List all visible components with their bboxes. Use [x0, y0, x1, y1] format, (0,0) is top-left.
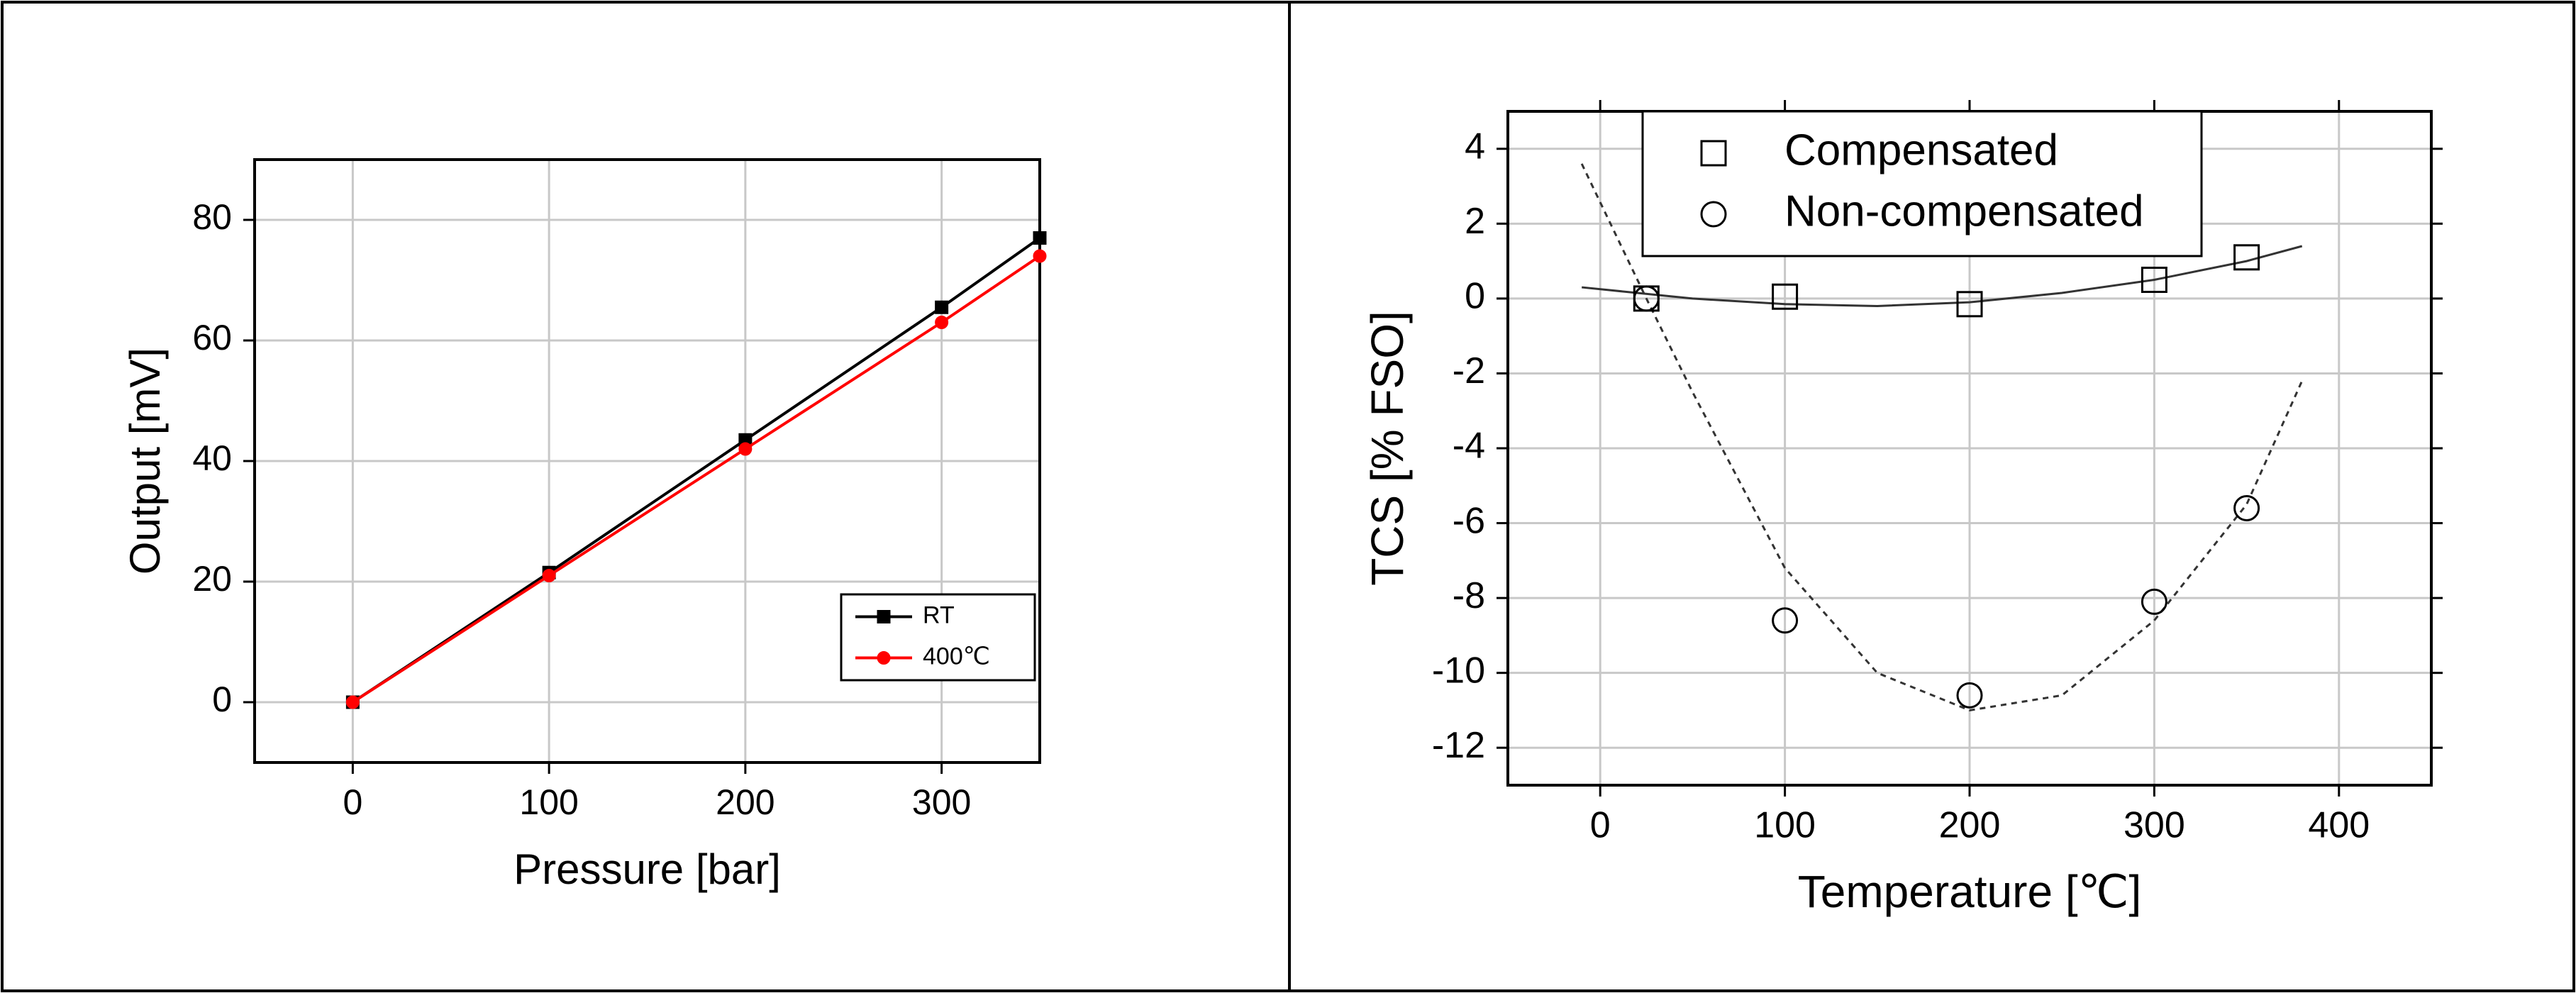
y-tick-label: -4	[1453, 426, 1485, 467]
legend-label: 400℃	[923, 643, 990, 670]
legend-label: Non-compensated	[1784, 187, 2144, 235]
y-tick-label: -8	[1453, 575, 1485, 616]
marker	[935, 300, 949, 314]
x-axis-label: Pressure [bar]	[513, 845, 781, 893]
x-tick-label: 200	[1939, 805, 2001, 846]
marker	[2233, 244, 2260, 271]
marker	[1033, 231, 1047, 245]
marker	[1956, 291, 1983, 318]
legend-box	[1641, 110, 2203, 257]
marker	[1772, 283, 1799, 310]
y-axis-label: TCS [% FSO]	[1362, 311, 1413, 586]
fit-curve	[1582, 245, 2303, 307]
x-tick-label: 300	[2123, 805, 2185, 846]
y-tick-label: 20	[192, 559, 232, 599]
marker	[2141, 267, 2167, 293]
marker	[877, 610, 891, 623]
y-tick-label: 80	[192, 197, 232, 237]
x-tick-label: 100	[519, 782, 578, 822]
marker	[1633, 285, 1660, 312]
marker	[1772, 607, 1799, 634]
x-tick-label: 200	[716, 782, 775, 822]
x-tick-label: 0	[343, 782, 362, 822]
legend-box	[840, 593, 1036, 682]
x-tick-label: 400	[2308, 805, 2370, 846]
marker	[542, 569, 556, 582]
y-tick-label: 4	[1465, 126, 1485, 167]
y-tick-label: -12	[1432, 725, 1485, 766]
marker	[877, 651, 891, 665]
marker	[1033, 249, 1047, 263]
legend-label: RT	[923, 601, 955, 628]
y-tick-label: 0	[1465, 276, 1485, 317]
x-tick-label: 300	[912, 782, 971, 822]
marker	[1956, 682, 1983, 709]
fit-curve	[1580, 163, 2304, 711]
y-tick-label: -2	[1453, 350, 1485, 392]
y-tick-label: 60	[192, 318, 232, 357]
marker	[2141, 588, 2167, 615]
marker	[935, 316, 949, 329]
marker	[738, 442, 753, 456]
plot-frame	[253, 158, 1041, 764]
marker	[1700, 201, 1727, 228]
y-axis-label: Output [mV]	[121, 348, 169, 575]
legend-label: Compensated	[1784, 126, 2058, 174]
x-tick-label: 0	[1590, 805, 1611, 846]
y-tick-label: -6	[1453, 500, 1485, 541]
marker	[1700, 140, 1727, 167]
y-tick-label: 40	[192, 438, 232, 478]
x-axis-label: Temperature [℃]	[1798, 866, 2142, 917]
marker	[2233, 494, 2260, 521]
y-tick-label: 2	[1465, 201, 1485, 242]
y-tick-label: -10	[1432, 650, 1485, 691]
y-tick-label: 0	[212, 679, 232, 719]
marker	[345, 695, 360, 709]
x-tick-label: 100	[1754, 805, 1816, 846]
